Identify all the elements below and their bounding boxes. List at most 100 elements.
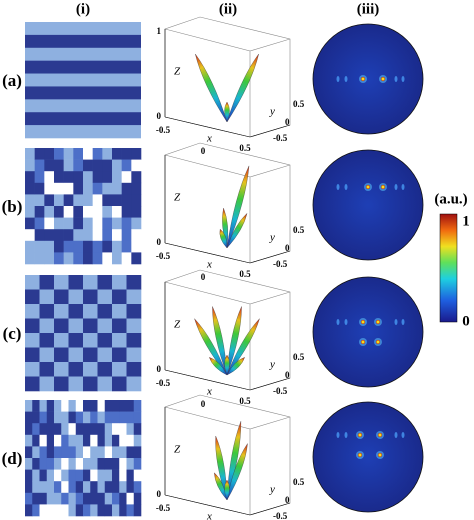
cell bbox=[126, 289, 142, 305]
cell bbox=[126, 304, 142, 319]
x-tick: 0.5 bbox=[239, 269, 251, 279]
cell bbox=[112, 148, 122, 160]
cell bbox=[68, 423, 77, 436]
cell bbox=[133, 469, 142, 482]
cell bbox=[102, 148, 113, 160]
cell bbox=[54, 434, 62, 447]
cell bbox=[68, 446, 77, 459]
cell bbox=[97, 275, 113, 290]
cell bbox=[68, 434, 77, 447]
cell bbox=[73, 229, 84, 242]
cell bbox=[83, 400, 91, 412]
cell bbox=[92, 206, 103, 218]
far-field bbox=[312, 276, 424, 388]
cell bbox=[46, 423, 55, 436]
cell bbox=[32, 469, 40, 482]
cell bbox=[83, 217, 93, 230]
cell bbox=[75, 400, 84, 412]
side-lobe bbox=[344, 76, 348, 82]
colorbar-min: 0 bbox=[462, 313, 470, 329]
cell bbox=[39, 289, 55, 305]
cell bbox=[83, 362, 98, 377]
cell bbox=[83, 376, 98, 392]
cell bbox=[34, 159, 45, 172]
cell bbox=[39, 304, 55, 319]
cell bbox=[104, 492, 113, 505]
cell bbox=[126, 400, 135, 412]
lobe bbox=[226, 53, 259, 123]
cell bbox=[44, 206, 55, 218]
cell bbox=[126, 347, 142, 363]
cell bbox=[54, 492, 62, 505]
cell bbox=[112, 304, 127, 319]
cell bbox=[92, 171, 103, 184]
cell bbox=[34, 229, 45, 242]
side-lobe bbox=[344, 319, 348, 325]
cell bbox=[83, 182, 93, 195]
y-tick: 0 bbox=[285, 243, 290, 253]
cell bbox=[83, 333, 98, 348]
cell bbox=[126, 446, 135, 459]
cell bbox=[25, 504, 33, 517]
cell bbox=[25, 171, 35, 184]
y-tick: 0 bbox=[285, 117, 290, 127]
cell bbox=[73, 217, 84, 230]
side-lobe bbox=[336, 184, 340, 190]
spot bbox=[360, 339, 366, 345]
cell bbox=[121, 229, 132, 242]
cell bbox=[90, 411, 98, 424]
cell bbox=[63, 206, 74, 218]
cell bbox=[121, 252, 132, 265]
cell bbox=[34, 252, 45, 265]
cell bbox=[54, 362, 69, 377]
cell bbox=[68, 289, 84, 305]
cell bbox=[112, 159, 122, 172]
cell bbox=[68, 411, 77, 424]
row-label: (d) bbox=[2, 449, 23, 468]
cell bbox=[68, 333, 84, 348]
spot bbox=[357, 432, 363, 438]
x-tick: -0.5 bbox=[156, 251, 171, 261]
z-tick: 0 bbox=[157, 489, 162, 499]
cell bbox=[119, 434, 127, 447]
colorbar bbox=[439, 213, 458, 323]
cell bbox=[61, 423, 69, 436]
cell bbox=[32, 481, 40, 494]
x-tick: 0 bbox=[201, 399, 206, 409]
cell bbox=[68, 318, 84, 334]
lobe bbox=[195, 53, 228, 123]
cell bbox=[112, 347, 127, 363]
cell bbox=[34, 240, 45, 253]
cell bbox=[63, 148, 74, 160]
z-tick: 0 bbox=[157, 237, 162, 247]
cell bbox=[83, 148, 93, 160]
y-tick: 0.5 bbox=[293, 477, 305, 487]
cell bbox=[112, 217, 122, 230]
stripe bbox=[25, 60, 141, 74]
cell bbox=[83, 171, 93, 184]
cell bbox=[32, 458, 40, 470]
x-tick: 0 bbox=[201, 272, 206, 282]
cell bbox=[97, 376, 113, 392]
x-label: x bbox=[206, 511, 212, 520]
cell bbox=[126, 458, 135, 470]
cell bbox=[75, 411, 84, 424]
cell bbox=[73, 194, 84, 207]
cell bbox=[133, 458, 142, 470]
cell bbox=[133, 481, 142, 494]
stripe bbox=[25, 73, 141, 87]
cell bbox=[121, 194, 132, 207]
row-label: (c) bbox=[3, 324, 22, 343]
cell bbox=[126, 362, 142, 377]
cell bbox=[39, 411, 48, 424]
cell bbox=[97, 347, 113, 363]
cell bbox=[104, 446, 113, 459]
cell bbox=[121, 182, 132, 195]
cell bbox=[34, 182, 45, 195]
cell bbox=[39, 481, 48, 494]
cell bbox=[112, 318, 127, 334]
cell bbox=[63, 182, 74, 195]
cell bbox=[83, 229, 93, 242]
cell bbox=[131, 229, 142, 242]
cell bbox=[92, 159, 103, 172]
